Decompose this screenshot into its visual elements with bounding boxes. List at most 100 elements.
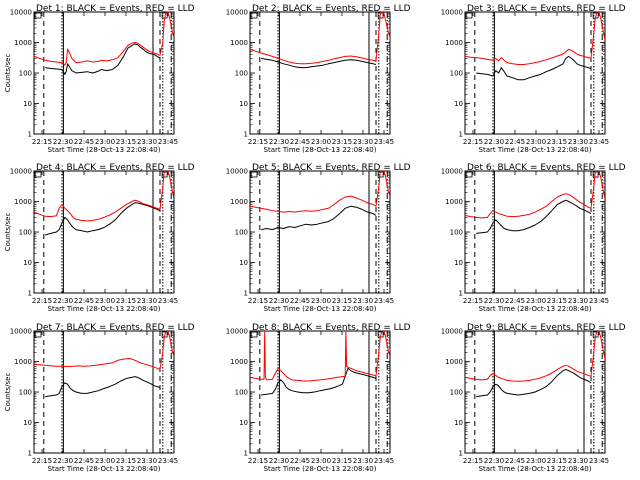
y-tick-label: 1 — [28, 450, 32, 458]
corner-marker-box — [34, 12, 42, 19]
x-tick-label: 23:15 — [116, 138, 136, 146]
x-tick-label: 22:15 — [32, 138, 52, 146]
x-tick-label: 23:15 — [332, 138, 352, 146]
series-line-lld — [34, 12, 174, 66]
x-tick-label: 23:15 — [116, 457, 136, 465]
x-tick-label: 22:45 — [74, 138, 94, 146]
x-tick-label: 23:00 — [526, 138, 546, 146]
x-tick-label: 23:30 — [568, 457, 588, 465]
series-line-events — [261, 57, 377, 69]
series-line-events — [45, 202, 161, 236]
corner-marker-box — [250, 171, 258, 178]
x-tick-label: 22:30 — [53, 457, 73, 465]
x-tick-label: 22:45 — [290, 138, 310, 146]
y-tick-label: 10000 — [441, 328, 463, 336]
chart-det-4: Det 4: BLACK = Events, RED = LLD 1 10 100 10… — [4, 163, 195, 313]
y-tick-label: 10000 — [441, 168, 463, 176]
series-line-events — [476, 199, 592, 234]
corner-marker-box — [250, 331, 258, 338]
x-tick-label: 23:15 — [547, 138, 567, 146]
x-tick-label: 23:00 — [311, 297, 331, 305]
series-line-lld — [465, 331, 605, 382]
x-tick-label: 22:15 — [32, 297, 52, 305]
y-tick-label: 10000 — [441, 9, 463, 17]
y-tick-label: 10 — [23, 259, 32, 267]
x-tick-label: 23:30 — [568, 297, 588, 305]
y-tick-label: 10 — [454, 419, 463, 427]
y-tick-label: 1 — [244, 131, 248, 139]
corner-marker-box — [34, 171, 42, 178]
series-line-events — [476, 368, 592, 398]
y-tick-label: 100 — [235, 389, 248, 397]
x-tick-label: 22:30 — [484, 138, 504, 146]
x-tick-label: 23:00 — [95, 457, 115, 465]
y-tick-label: 1000 — [230, 198, 248, 206]
corner-marker-box — [465, 171, 473, 178]
x-tick-label: 23:30 — [568, 138, 588, 146]
series-line-lld — [250, 331, 390, 382]
y-tick-label: 10 — [239, 419, 248, 427]
x-tick-label: 23:00 — [311, 138, 331, 146]
x-tick-label: 23:30 — [137, 457, 157, 465]
y-tick-label: 10000 — [10, 328, 32, 336]
y-axis-label: Counts/sec — [4, 373, 12, 412]
x-tick-label: 23:00 — [526, 457, 546, 465]
y-tick-label: 1000 — [14, 358, 32, 366]
y-tick-label: 100 — [235, 229, 248, 237]
x-axis-label: Start Time (28-Oct-13 22:08:40) — [479, 146, 592, 154]
x-tick-label: 22:30 — [484, 457, 504, 465]
x-tick-label: 23:45 — [374, 457, 394, 465]
x-tick-label: 22:30 — [53, 138, 73, 146]
x-tick-label: 22:15 — [248, 297, 268, 305]
x-tick-label: 23:00 — [95, 138, 115, 146]
x-tick-label: 22:45 — [290, 297, 310, 305]
corner-marker-box — [250, 12, 258, 19]
x-tick-label: 23:30 — [353, 297, 373, 305]
x-tick-label: 23:15 — [547, 297, 567, 305]
x-tick-label: 22:45 — [505, 138, 525, 146]
y-tick-label: 1000 — [230, 358, 248, 366]
y-tick-label: 10 — [23, 419, 32, 427]
y-tick-label: 10 — [239, 100, 248, 108]
y-tick-label: 100 — [19, 70, 32, 78]
y-tick-label: 100 — [19, 389, 32, 397]
chart-det-9: Det 9: BLACK = Events, RED = LLD 1 10 100 10… — [441, 323, 626, 473]
x-tick-label: 23:00 — [526, 297, 546, 305]
y-tick-label: 100 — [235, 70, 248, 78]
y-tick-label: 1 — [244, 290, 248, 298]
y-axis-label: Counts/sec — [4, 54, 12, 93]
y-tick-label: 1000 — [230, 39, 248, 47]
corner-marker-box — [465, 331, 473, 338]
x-tick-label: 23:30 — [137, 297, 157, 305]
y-tick-label: 1000 — [445, 198, 463, 206]
x-tick-label: 23:45 — [158, 297, 178, 305]
y-tick-label: 100 — [19, 229, 32, 237]
x-tick-label: 22:30 — [484, 297, 504, 305]
x-tick-label: 22:30 — [53, 297, 73, 305]
x-tick-label: 23:45 — [589, 297, 609, 305]
x-tick-label: 23:30 — [353, 138, 373, 146]
series-line-events — [45, 376, 161, 398]
x-tick-label: 23:00 — [311, 457, 331, 465]
y-tick-label: 10000 — [226, 9, 248, 17]
x-tick-label: 22:15 — [248, 457, 268, 465]
y-tick-label: 1 — [244, 450, 248, 458]
chart-title: Det 1: BLACK = Events, RED = LLD — [36, 4, 195, 14]
y-tick-label: 1000 — [445, 358, 463, 366]
x-tick-label: 22:15 — [463, 457, 483, 465]
chart-title: Det 6: BLACK = Events, RED = LLD — [467, 163, 626, 173]
x-axis-label: Start Time (28-Oct-13 22:08:40) — [479, 305, 592, 313]
x-tick-label: 23:30 — [353, 457, 373, 465]
y-tick-label: 10 — [23, 100, 32, 108]
chart-det-3: Det 3: BLACK = Events, RED = LLD 1 10 100 10… — [441, 4, 626, 154]
chart-det-8: Det 8: BLACK = Events, RED = LLD 1 10 100 10… — [226, 323, 411, 473]
chart-det-7: Det 7: BLACK = Events, RED = LLD 1 10 100 10… — [4, 323, 195, 473]
x-tick-label: 22:30 — [269, 297, 289, 305]
y-tick-label: 1 — [459, 450, 463, 458]
x-tick-label: 23:45 — [589, 457, 609, 465]
series-line-events — [261, 367, 377, 396]
chart-det-2: Det 2: BLACK = Events, RED = LLD 1 10 100 10… — [226, 4, 411, 154]
chart-title: Det 8: BLACK = Events, RED = LLD — [252, 323, 411, 333]
x-tick-label: 23:15 — [332, 297, 352, 305]
